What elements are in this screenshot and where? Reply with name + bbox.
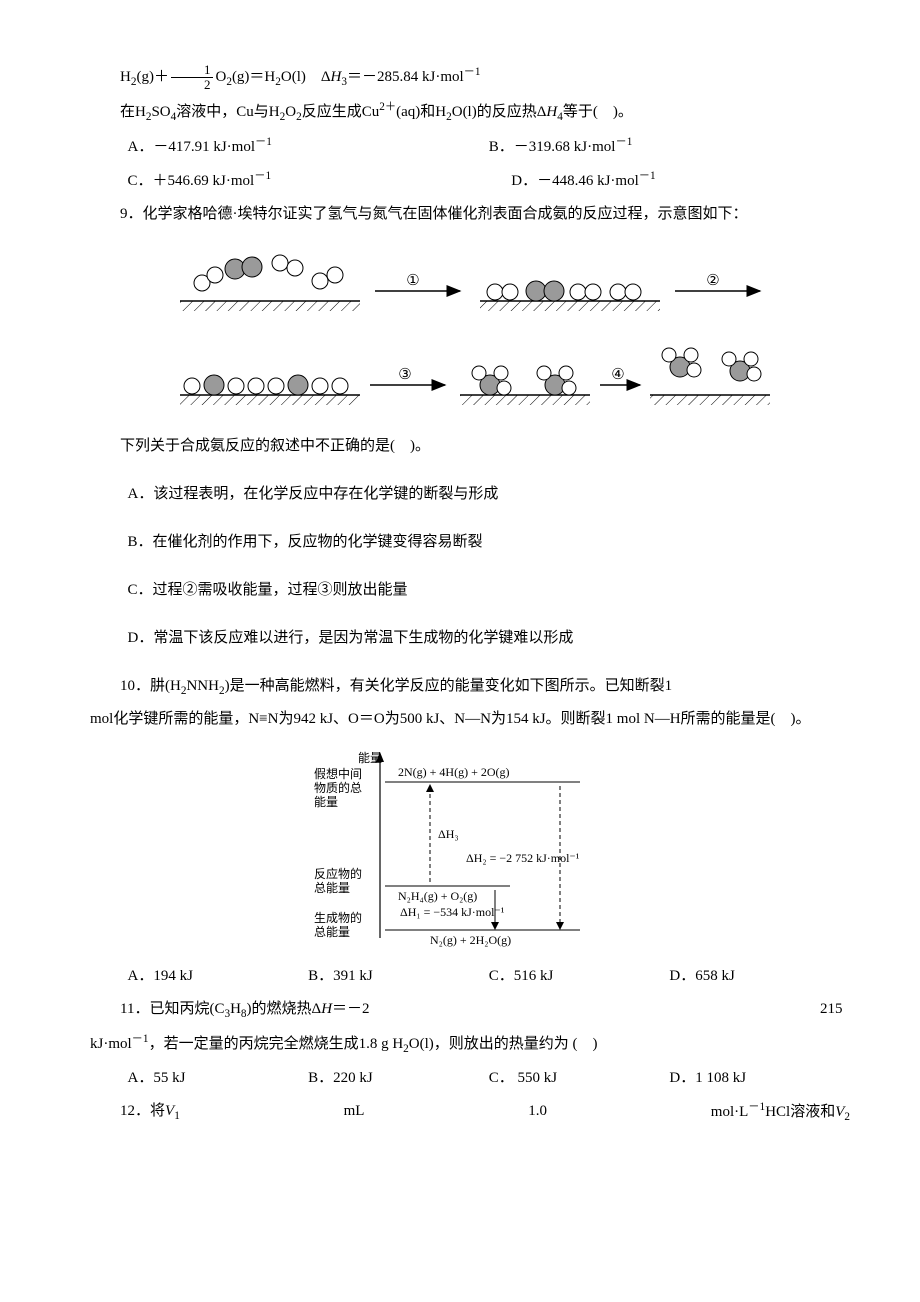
q9-opt-d: D．常温下该反应难以进行，是因为常温下生成物的化学键难以形成 — [90, 622, 850, 655]
q12-line: 12．将V1 mL 1.0 mol·L－1HCl溶液和V2 — [90, 1095, 850, 1130]
svg-text:③: ③ — [398, 367, 411, 383]
q10-opt-b: B．391 kJ — [308, 960, 489, 993]
q11-opt-a: A．55 kJ — [128, 1062, 309, 1095]
q8-equation: H2(g)＋12O2(g)＝H2O(l) ΔH3＝－285.84 kJ·mol－… — [90, 60, 850, 95]
svg-text:假想中间: 假想中间 — [314, 766, 362, 781]
svg-text:物质的总: 物质的总 — [314, 780, 362, 795]
q8-options-row1: A．－417.91 kJ·mol－1 B．－319.68 kJ·mol－1 — [90, 130, 850, 164]
svg-text:2N(g) + 4H(g) + 2O(g): 2N(g) + 4H(g) + 2O(g) — [398, 765, 510, 779]
q9-stem: 9．化学家格哈德·埃特尔证实了氢气与氮气在固体催化剂表面合成氨的反应过程，示意图… — [90, 198, 850, 231]
q11-opt-d: D．1 108 kJ — [669, 1062, 850, 1095]
q11-line1: 11．已知丙烷(C3H8)的燃烧热ΔH＝－2 215 — [90, 993, 850, 1027]
svg-text:能量: 能量 — [314, 795, 338, 809]
q11-line2: kJ·mol－1，若一定量的丙烷完全燃烧生成1.8 g H2O(l)，则放出的热… — [90, 1027, 850, 1062]
q11-options: A．55 kJ B．220 kJ C． 550 kJ D．1 108 kJ — [90, 1062, 850, 1095]
q9-lead: 下列关于合成氨反应的叙述中不正确的是( )。 — [90, 430, 850, 463]
q10-opt-a: A．194 kJ — [128, 960, 309, 993]
q8-opt-b: B．－319.68 kJ·mol－1 — [489, 130, 850, 164]
svg-text:总能量: 总能量 — [314, 881, 350, 895]
svg-text:生成物的: 生成物的 — [314, 910, 362, 925]
q9-opt-a: A．该过程表明，在化学反应中存在化学键的断裂与形成 — [90, 478, 850, 511]
q8-line: 在H2SO4溶液中，Cu与H2O2反应生成Cu2＋(aq)和H2O(l)的反应热… — [90, 95, 850, 130]
svg-text:N₂(g) + 2H₂O(g): N₂(g) + 2H₂O(g) — [430, 933, 511, 947]
q11-opt-b: B．220 kJ — [308, 1062, 489, 1095]
svg-text:①: ① — [406, 273, 419, 289]
svg-text:②: ② — [706, 273, 719, 289]
svg-text:ΔH₃: ΔH₃ — [438, 827, 459, 841]
q11-opt-c: C． 550 kJ — [489, 1062, 670, 1095]
svg-text:④: ④ — [611, 367, 624, 383]
q10-opt-d: D．658 kJ — [669, 960, 850, 993]
svg-text:N₂H₄(g) + O₂(g): N₂H₄(g) + O₂(g) — [398, 889, 477, 903]
q9-opt-c: C．过程②需吸收能量，过程③则放出能量 — [90, 574, 850, 607]
q10-options: A．194 kJ B．391 kJ C．516 kJ D．658 kJ — [90, 960, 850, 993]
svg-text:总能量: 总能量 — [314, 925, 350, 939]
q10-figure: 能量 假想中间 物质的总 能量 反应物的 总能量 生成物的 总能量 2N(g) … — [280, 748, 660, 948]
q9-figure: ① ② ③ ④ — [160, 243, 780, 418]
q8-options-row2: C．＋546.69 kJ·mol－1 D．－448.46 kJ·mol－1 — [90, 164, 850, 198]
svg-text:能量: 能量 — [358, 751, 382, 765]
q8-opt-a: A．－417.91 kJ·mol－1 — [128, 130, 489, 164]
q10-opt-c: C．516 kJ — [489, 960, 670, 993]
svg-text:反应物的: 反应物的 — [314, 866, 362, 881]
q10-line1: 10．肼(H2NNH2)是一种高能燃料，有关化学反应的能量变化如下图所示。已知断… — [90, 670, 850, 704]
q8-opt-d: D．－448.46 kJ·mol－1 — [466, 164, 850, 198]
q8-opt-c: C．＋546.69 kJ·mol－1 — [128, 164, 467, 198]
svg-text:ΔH₂ = −2 752 kJ·mol⁻¹: ΔH₂ = −2 752 kJ·mol⁻¹ — [466, 851, 580, 865]
q10-line2: mol化学键所需的能量，N≡N为942 kJ、O＝O为500 kJ、N—N为15… — [90, 703, 850, 736]
svg-text:ΔH₁ = −534 kJ·mol⁻¹: ΔH₁ = −534 kJ·mol⁻¹ — [400, 905, 505, 919]
q9-opt-b: B．在催化剂的作用下，反应物的化学键变得容易断裂 — [90, 526, 850, 559]
